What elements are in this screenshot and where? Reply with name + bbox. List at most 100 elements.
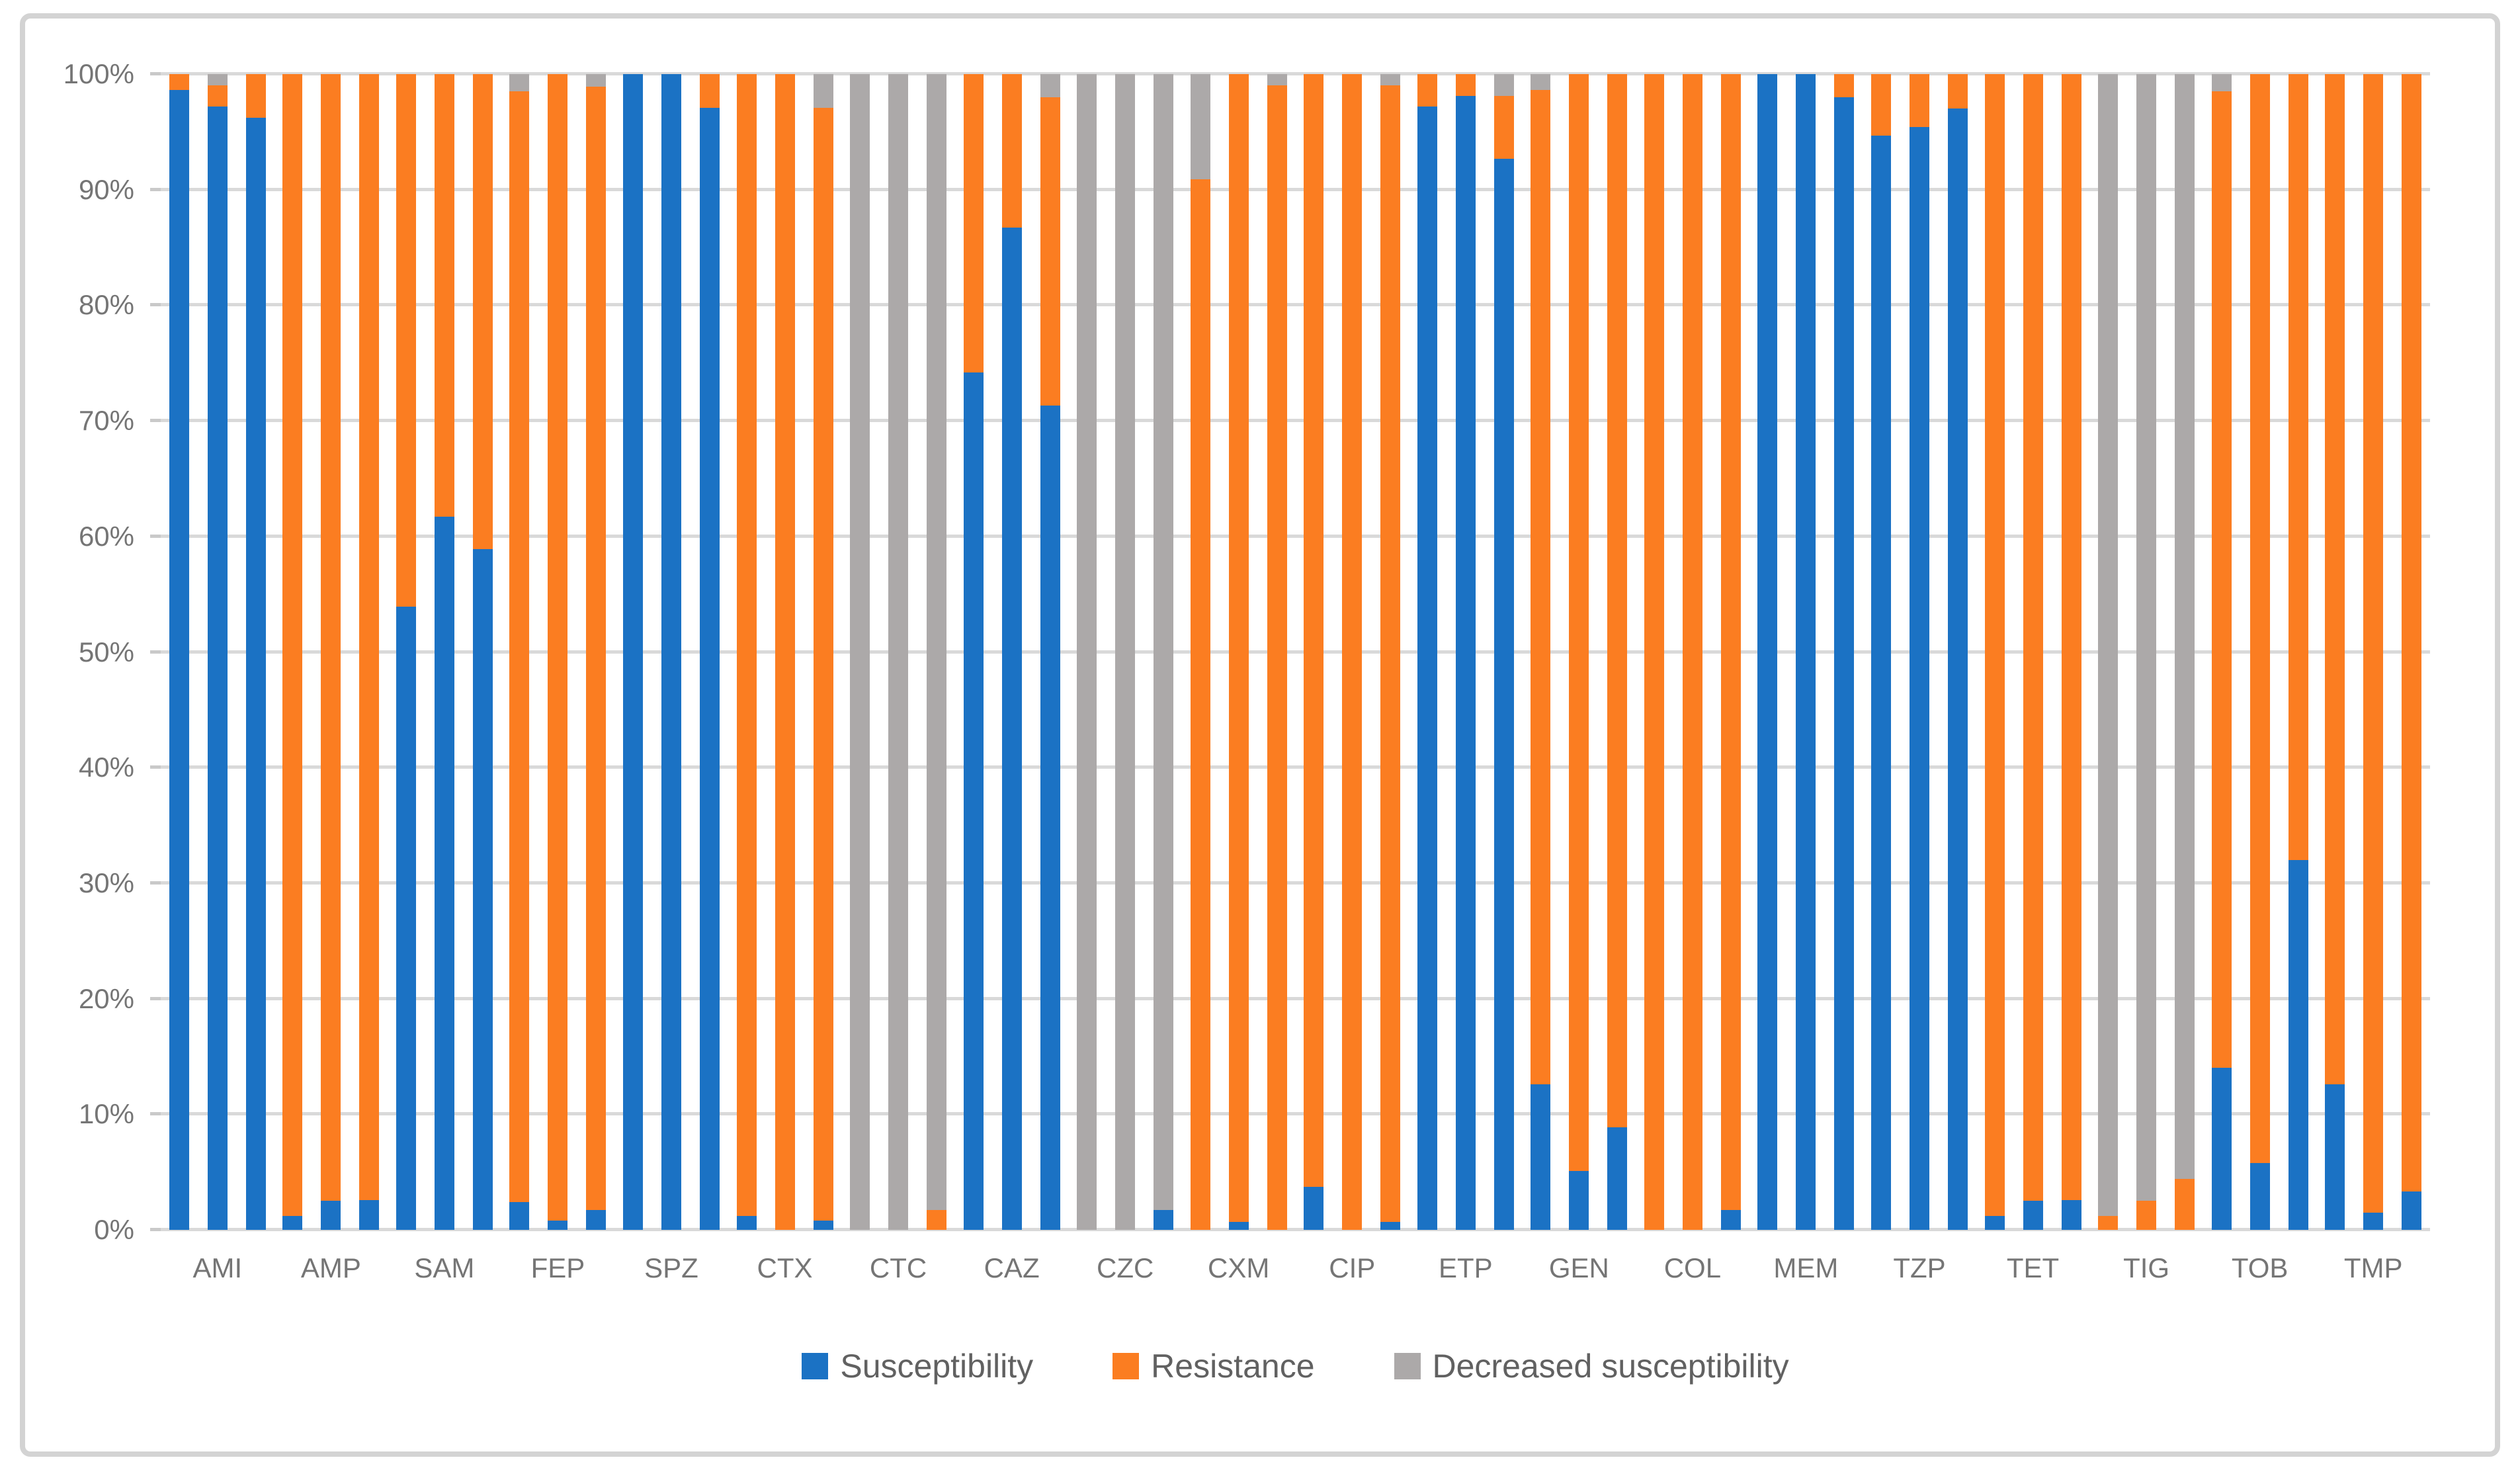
gridline [161, 765, 2430, 769]
stacked-bar [850, 74, 870, 1230]
stacked-bar [1870, 74, 1891, 1230]
gridline [161, 534, 2430, 538]
x-axis-category-label: TIG [2123, 1252, 2170, 1283]
stacked-bar [1834, 74, 1855, 1230]
stacked-bar [1304, 74, 1324, 1230]
stacked-bar [1757, 74, 1778, 1230]
bar-segment-susceptibility [359, 1199, 380, 1230]
bar-segment-susceptibility [1569, 1170, 1589, 1230]
bar-segment-decreased [888, 74, 909, 1230]
bar-segment-decreased [2098, 74, 2119, 1217]
legend-label: Susceptibility [840, 1348, 1034, 1385]
gridline [161, 303, 2430, 307]
stacked-bar [1342, 74, 1363, 1230]
gridline [161, 72, 2430, 75]
bar-segment-resistance [1304, 74, 1324, 1188]
x-axis-category-label: SAM [414, 1252, 475, 1283]
stacked-bar [1455, 74, 1476, 1230]
y-axis-tick-mark [150, 303, 161, 307]
stacked-bar [2061, 74, 2081, 1230]
bar-segment-susceptibility [1607, 1127, 1628, 1230]
bar-group [728, 74, 842, 1230]
bar-segment-susceptibility [1228, 1221, 1249, 1230]
stacked-bar [586, 74, 607, 1230]
bar-segment-susceptibility [1304, 1187, 1324, 1230]
stacked-bar [1190, 74, 1210, 1230]
bar-segment-decreased [1040, 74, 1060, 97]
bar-group [614, 74, 728, 1230]
bar-segment-decreased [2136, 74, 2157, 1201]
bar-segment-resistance [963, 74, 984, 372]
y-axis-tick-mark [150, 650, 161, 654]
bar-segment-resistance [1455, 74, 1476, 97]
bar-segment-resistance [1720, 74, 1741, 1211]
bar-segment-susceptibility [2402, 1191, 2422, 1230]
bar-segment-resistance [1040, 97, 1060, 406]
bar-group [2089, 74, 2203, 1230]
bar-segment-resistance [775, 74, 795, 1230]
y-axis-tick-label: 80% [78, 289, 134, 321]
bar-segment-resistance [2175, 1179, 2195, 1230]
bar-segment-resistance [1342, 74, 1363, 1230]
gridline [161, 881, 2430, 885]
stacked-bar [472, 74, 493, 1230]
stacked-bar [2211, 74, 2232, 1230]
bar-segment-susceptibility [434, 517, 454, 1230]
bar-segment-susceptibility [1001, 228, 1022, 1230]
plot-area [161, 72, 2430, 1231]
bar-segment-decreased [207, 74, 228, 86]
y-axis-tick-mark [150, 72, 161, 75]
x-axis-category-label: TMP [2343, 1252, 2403, 1283]
y-axis-tick-label: 50% [78, 636, 134, 668]
gridline [161, 1112, 2430, 1116]
bar-segment-resistance [509, 91, 530, 1203]
bar-segment-resistance [282, 74, 303, 1217]
stacked-bar [207, 74, 228, 1230]
gridline [161, 187, 2430, 191]
y-axis-tick-mark [150, 419, 161, 423]
bar-segment-resistance [1682, 74, 1702, 1230]
bar-segment-decreased [1267, 74, 1287, 86]
bar-segment-resistance [1380, 85, 1401, 1222]
bar-segment-decreased [813, 74, 833, 108]
bar-segment-susceptibility [321, 1201, 341, 1230]
bar-segment-resistance [927, 1210, 947, 1230]
bar-group [1295, 74, 1409, 1230]
bar-segment-susceptibility [1796, 74, 1816, 1230]
gridline [161, 650, 2430, 654]
bar-group [2203, 74, 2317, 1230]
bar-segment-decreased [1531, 74, 1551, 91]
bar-group [1409, 74, 1523, 1230]
stacked-bar [509, 74, 530, 1230]
stacked-bar [2325, 74, 2345, 1230]
bar-segment-susceptibility [1947, 108, 1968, 1230]
bar-segment-resistance [1228, 74, 1249, 1222]
stacked-bar [1947, 74, 1968, 1230]
bar-segment-resistance [2249, 74, 2270, 1163]
stacked-bar [2249, 74, 2270, 1230]
stacked-bar [1909, 74, 1929, 1230]
bar-group [274, 74, 388, 1230]
bar-segment-resistance [1417, 74, 1437, 107]
bar-segment-susceptibility [586, 1210, 607, 1230]
y-axis-tick-label: 10% [78, 1098, 134, 1130]
stacked-bar [1267, 74, 1287, 1230]
stacked-bar [2402, 74, 2422, 1230]
bar-segment-resistance [1001, 74, 1022, 228]
bar-segment-resistance [2136, 1201, 2157, 1230]
x-axis-category-label: CZC [1096, 1252, 1154, 1283]
bar-group [161, 74, 274, 1230]
bar-segment-susceptibility [622, 74, 643, 1230]
bar-segment-resistance [1644, 74, 1664, 1230]
stacked-bar [736, 74, 757, 1230]
stacked-bar [1644, 74, 1664, 1230]
x-axis: AMI AMP SAM FEP SPZ CTX CTC CAZ CZC CXM CIP ETP GEN C… [161, 1252, 2430, 1284]
bar-segment-susceptibility [1040, 406, 1060, 1230]
bar-segment-susceptibility [2061, 1199, 2081, 1230]
stacked-bar [813, 74, 833, 1230]
stacked-bar [434, 74, 454, 1230]
bar-segment-susceptibility [1493, 158, 1514, 1230]
stacked-bar [1115, 74, 1136, 1230]
bar-segment-resistance [321, 74, 341, 1201]
bar-group [955, 74, 1069, 1230]
